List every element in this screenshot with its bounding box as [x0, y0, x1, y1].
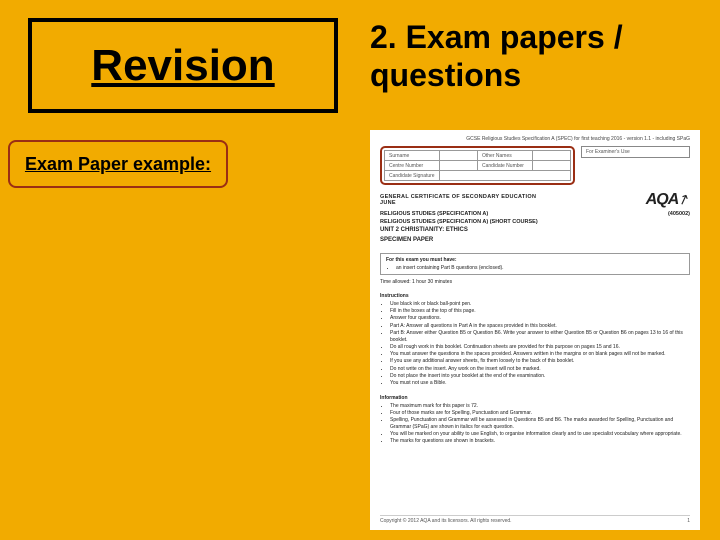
information-item: The marks for questions are shown in bra…: [390, 438, 690, 445]
signature-label: Candidate Signature: [385, 171, 440, 181]
information-block: Information The maximum mark for this pa…: [380, 395, 690, 445]
candidate-details-highlight: Surname Other Names Centre Number Candid…: [380, 146, 575, 185]
instructions-list: Use black ink or black ball-point pen.Fi…: [390, 301, 690, 387]
specimen-label: SPECIMEN PAPER: [380, 237, 690, 243]
other-names-label: Other Names: [478, 151, 533, 161]
time-allowed: Time allowed: 1 hour 30 minutes: [380, 279, 690, 285]
instruction-item: Fill in the boxes at the top of this pag…: [390, 308, 690, 315]
instruction-item: Part B: Answer either Question B5 or Que…: [390, 330, 690, 344]
instructions-title: Instructions: [380, 293, 690, 300]
instruction-item: You must not use a Bible.: [390, 380, 690, 387]
instruction-item: You must answer the questions in the spa…: [390, 351, 690, 358]
section-subtitle: 2. Exam papers / questions: [370, 18, 700, 95]
instruction-item: Do all rough work in this booklet. Conti…: [390, 344, 690, 351]
information-item: Spelling, Punctuation and Grammar will b…: [390, 417, 690, 431]
candidate-table: Surname Other Names Centre Number Candid…: [384, 150, 571, 181]
materials-item: an insert containing Part B questions (e…: [396, 265, 684, 271]
exam-month: JUNE: [380, 200, 536, 206]
candidate-number-label: Candidate Number: [478, 161, 533, 171]
information-item: Four of those marks are for Spelling, Pu…: [390, 410, 690, 417]
instruction-item: If you use any additional answer sheets,…: [390, 358, 690, 365]
page-title: Revision: [91, 41, 274, 91]
exam-paper-preview: GCSE Religious Studies Specification A (…: [370, 130, 700, 530]
instruction-item: Use black ink or black ball-point pen.: [390, 301, 690, 308]
information-item: You will be marked on your ability to us…: [390, 431, 690, 438]
instructions-block: Instructions Use black ink or black ball…: [380, 293, 690, 387]
aqa-logo: AQA↗: [646, 191, 690, 209]
course-name-2: RELIGIOUS STUDIES (SPECIFICATION A) (SHO…: [380, 219, 690, 225]
course-code-1: (405002): [668, 211, 690, 217]
instruction-item: Do not place the insert into your bookle…: [390, 373, 690, 380]
paper-header-line: GCSE Religious Studies Specification A (…: [380, 136, 690, 142]
copyright-text: Copyright © 2012 AQA and its licensors. …: [380, 518, 512, 524]
information-list: The maximum mark for this paper is 72.Fo…: [390, 403, 690, 446]
page-number: 1: [687, 518, 690, 524]
instruction-item: Do not write on the insert. Any work on …: [390, 366, 690, 373]
materials-title: For this exam you must have:: [386, 257, 684, 263]
title-inner: Revision: [32, 22, 334, 109]
unit-line: UNIT 2 CHRISTIANITY: ETHICS: [380, 227, 690, 233]
instruction-item: Answer four questions.: [390, 315, 690, 322]
surname-label: Surname: [385, 151, 440, 161]
example-label: Exam Paper example:: [25, 154, 211, 175]
centre-number-label: Centre Number: [385, 161, 440, 171]
title-box: Revision: [28, 18, 338, 113]
materials-box: For this exam you must have: an insert c…: [380, 253, 690, 275]
certificate-line: GENERAL CERTIFICATE OF SECONDARY EDUCATI…: [380, 194, 536, 200]
instruction-item: Part A: Answer all questions in Part A i…: [390, 323, 690, 330]
information-item: The maximum mark for this paper is 72.: [390, 403, 690, 410]
examiner-use-box: For Examiner's Use: [581, 146, 690, 158]
course-name-1: RELIGIOUS STUDIES (SPECIFICATION A): [380, 211, 488, 217]
information-title: Information: [380, 395, 690, 402]
paper-footer: Copyright © 2012 AQA and its licensors. …: [380, 515, 690, 524]
example-label-box: Exam Paper example:: [8, 140, 228, 188]
